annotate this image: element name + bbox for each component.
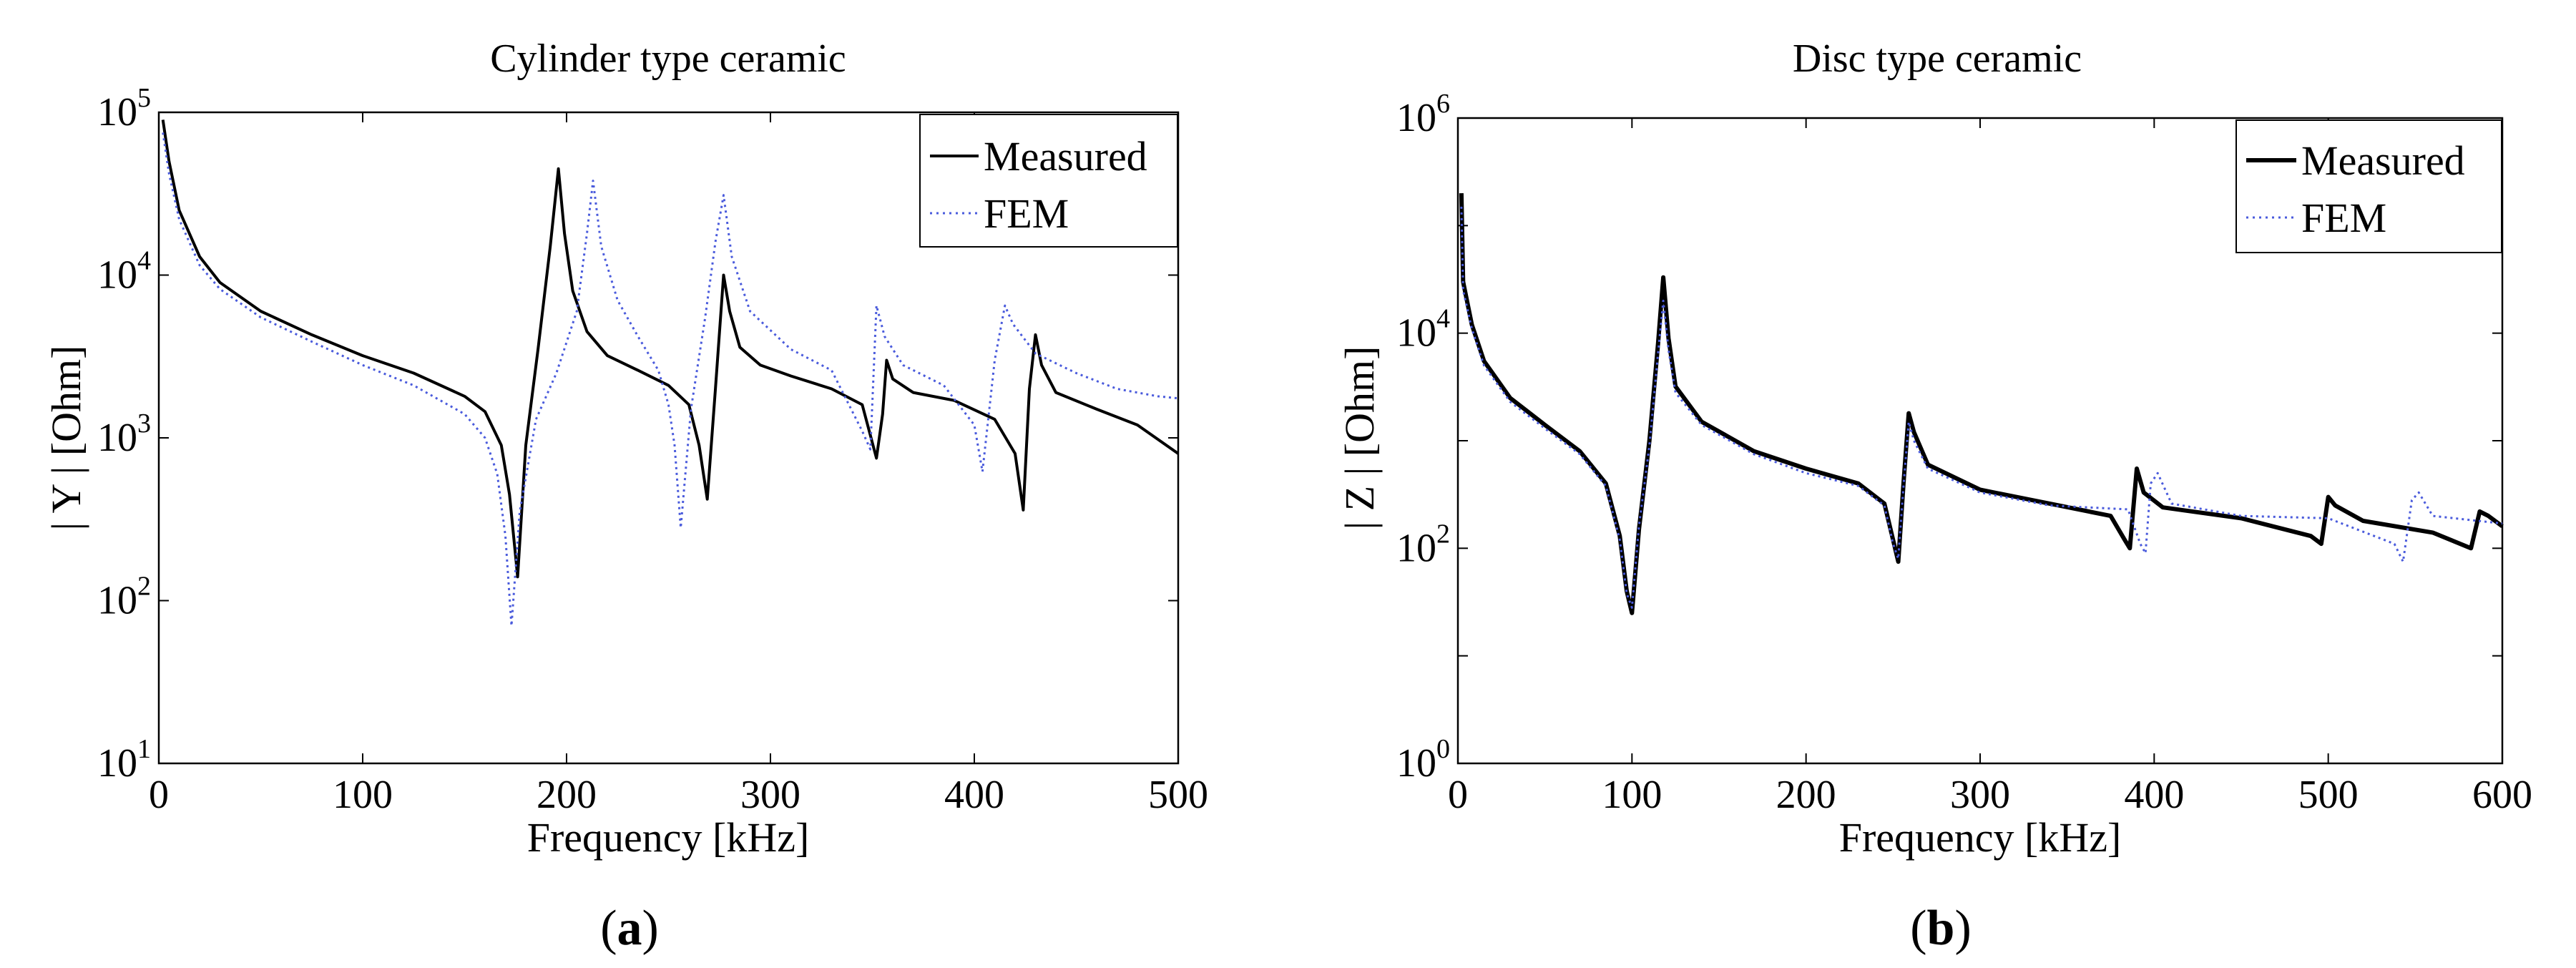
x-tick-label: 400	[2124, 773, 2184, 817]
panel-letter: b	[1927, 901, 1955, 956]
legend-label-fem: FEM	[984, 190, 1069, 237]
legend-label-measured: Measured	[984, 133, 1147, 180]
x-tick-label: 400	[944, 773, 1004, 817]
legend-label-fem: FEM	[2301, 195, 2386, 241]
y-tick-label: 101	[97, 734, 151, 786]
ticks-group: 0 100 200 300 400 500 101 102 103 104 105	[97, 83, 1208, 817]
y-axis-label: | Y | [Ohm]	[43, 346, 89, 531]
x-tick-label: 500	[1148, 773, 1208, 817]
y-tick-label: 106	[1396, 89, 1450, 140]
series-line-measured	[1459, 193, 2504, 615]
series-group	[1459, 193, 2504, 615]
series-line-measured	[161, 119, 1180, 579]
y-tick-label: 102	[97, 572, 151, 623]
y-tick-label: 104	[97, 246, 151, 298]
y-tick-label: 103	[97, 409, 151, 460]
x-tick-label: 500	[2298, 773, 2359, 817]
y-tick-label: 100	[1396, 734, 1450, 786]
series-group	[161, 119, 1180, 627]
x-tick-label: 0	[149, 773, 169, 817]
x-tick-label: 300	[1950, 773, 2010, 817]
y-tick-label: 105	[97, 83, 151, 135]
chart-title: Cylinder type ceramic	[490, 36, 846, 81]
x-tick-label: 200	[1776, 773, 1836, 817]
panel-letter: a	[617, 901, 642, 956]
x-tick-label: 100	[1602, 773, 1662, 817]
legend-label-measured: Measured	[2301, 137, 2465, 184]
x-tick-label: 600	[2472, 773, 2532, 817]
chart-panel-a: Cylinder type ceramic 0 100 200 300 400 500 10…	[43, 36, 1208, 956]
panel-label-b: (b)	[1910, 901, 1972, 956]
y-tick-label: 104	[1396, 304, 1450, 356]
y-tick-label: 102	[1396, 519, 1450, 570]
chart-panel-b: Disc type ceramic 0 100 200 300 400 500 600100…	[1336, 36, 2532, 956]
panel-label-a: (a)	[600, 901, 659, 956]
x-tick-label: 100	[333, 773, 393, 817]
x-tick-label: 200	[537, 773, 597, 817]
series-line-fem	[162, 132, 1179, 627]
x-axis-label: Frequency [kHz]	[527, 814, 810, 861]
chart-title: Disc type ceramic	[1793, 36, 2082, 81]
x-tick-label: 0	[1448, 773, 1468, 817]
legend: Measured FEM	[2235, 119, 2502, 253]
series-line-fem	[1460, 206, 2503, 609]
y-axis-label: | Z | [Ohm]	[1336, 346, 1383, 530]
legend: Measured FEM	[919, 114, 1178, 248]
x-tick-label: 300	[740, 773, 800, 817]
x-axis-label: Frequency [kHz]	[1839, 814, 2122, 861]
